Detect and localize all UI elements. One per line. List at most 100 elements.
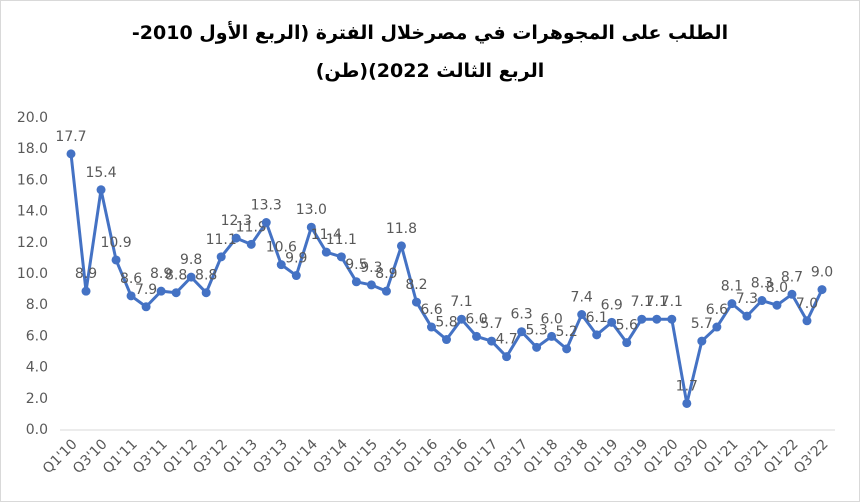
data-point bbox=[216, 252, 226, 262]
data-point bbox=[487, 336, 497, 346]
chart-title: الطلب على المجوهرات في مصرخلال الفترة (ا… bbox=[131, 22, 729, 82]
data-point bbox=[667, 314, 677, 324]
data-label: 9.3 bbox=[360, 260, 382, 276]
y-tick-label: 6.0 bbox=[26, 328, 48, 344]
data-label: 7.1 bbox=[646, 294, 668, 310]
data-label: 8.2 bbox=[405, 277, 427, 293]
data-label: 6.0 bbox=[465, 311, 487, 327]
data-point bbox=[727, 299, 737, 309]
data-point bbox=[577, 310, 587, 320]
data-point bbox=[652, 314, 662, 324]
data-point bbox=[276, 260, 286, 270]
data-point bbox=[622, 338, 632, 348]
data-point bbox=[126, 291, 136, 301]
y-tick-label: 2.0 bbox=[26, 391, 48, 407]
data-label: 5.3 bbox=[525, 322, 547, 338]
data-label: 8.3 bbox=[751, 276, 773, 292]
data-point bbox=[772, 300, 782, 310]
data-point bbox=[231, 233, 241, 243]
data-label: 8.9 bbox=[375, 266, 397, 282]
data-label: 5.7 bbox=[480, 316, 502, 332]
data-label: 7.0 bbox=[796, 296, 818, 312]
data-point bbox=[396, 241, 406, 251]
data-point bbox=[156, 286, 166, 296]
data-point bbox=[96, 185, 106, 195]
data-label: 9.5 bbox=[345, 257, 367, 273]
data-point bbox=[321, 247, 331, 257]
data-label: 11.9 bbox=[236, 219, 267, 235]
data-point bbox=[472, 331, 482, 341]
data-point bbox=[426, 322, 436, 332]
data-label: 7.9 bbox=[135, 282, 157, 298]
data-label: 8.9 bbox=[150, 266, 172, 282]
data-label: 10.9 bbox=[100, 235, 131, 251]
data-point bbox=[66, 149, 76, 159]
data-point bbox=[141, 302, 151, 312]
data-point bbox=[306, 222, 316, 232]
data-point bbox=[81, 286, 91, 296]
data-label: 8.0 bbox=[766, 280, 788, 296]
data-point bbox=[562, 344, 572, 354]
data-label: 11.1 bbox=[326, 232, 357, 248]
data-label: 5.7 bbox=[691, 316, 713, 332]
data-label: 9.0 bbox=[811, 265, 833, 281]
data-point bbox=[817, 285, 827, 295]
data-label: 4.7 bbox=[495, 332, 517, 348]
data-label: 13.0 bbox=[296, 202, 327, 218]
y-tick-label: 18.0 bbox=[17, 141, 48, 157]
data-label: 8.7 bbox=[781, 269, 803, 285]
data-point bbox=[802, 316, 812, 326]
data-label: 5.8 bbox=[435, 315, 457, 331]
data-label: 7.1 bbox=[450, 294, 472, 310]
data-label: 11.8 bbox=[386, 221, 417, 237]
data-label: 7.1 bbox=[661, 294, 683, 310]
data-point bbox=[532, 342, 542, 352]
data-point bbox=[742, 311, 752, 321]
data-label: 13.3 bbox=[251, 198, 282, 214]
data-label: 7.1 bbox=[631, 294, 653, 310]
data-label: 1.7 bbox=[676, 378, 698, 394]
data-point bbox=[592, 330, 602, 340]
data-label: 11.4 bbox=[311, 227, 342, 243]
data-label: 7.4 bbox=[571, 290, 593, 306]
data-point bbox=[712, 322, 722, 332]
data-point bbox=[697, 336, 707, 346]
data-label: 7.3 bbox=[736, 291, 758, 307]
data-point bbox=[517, 327, 527, 337]
x-tick-label: Q3'22 bbox=[791, 436, 832, 477]
data-label: 12.3 bbox=[221, 213, 252, 229]
data-point bbox=[351, 277, 361, 287]
data-label: 15.4 bbox=[85, 165, 116, 181]
data-label: 6.3 bbox=[510, 307, 532, 323]
data-point bbox=[547, 331, 557, 341]
data-point bbox=[682, 398, 692, 408]
data-label: 6.9 bbox=[601, 297, 623, 313]
data-point bbox=[186, 272, 196, 282]
data-point bbox=[637, 314, 647, 324]
data-label: 5.2 bbox=[556, 324, 578, 340]
y-tick-label: 4.0 bbox=[26, 360, 48, 376]
y-tick-label: 8.0 bbox=[26, 297, 48, 313]
data-label: 6.1 bbox=[586, 310, 608, 326]
y-tick-label: 20.0 bbox=[17, 110, 48, 126]
data-label: 6.6 bbox=[420, 302, 442, 318]
data-point bbox=[381, 286, 391, 296]
y-tick-label: 0.0 bbox=[26, 422, 48, 438]
y-tick-label: 16.0 bbox=[17, 172, 48, 188]
data-point bbox=[607, 317, 617, 327]
data-point bbox=[457, 314, 467, 324]
y-tick-label: 14.0 bbox=[17, 204, 48, 220]
data-label: 9.8 bbox=[180, 252, 202, 268]
data-label: 8.6 bbox=[120, 271, 142, 287]
data-point bbox=[442, 335, 451, 345]
data-label: 8.8 bbox=[165, 268, 187, 284]
data-point bbox=[757, 296, 767, 306]
data-point bbox=[201, 288, 211, 298]
data-point bbox=[366, 280, 376, 290]
y-tick-label: 10.0 bbox=[17, 266, 48, 282]
data-point bbox=[261, 218, 271, 228]
data-label: 9.9 bbox=[285, 251, 307, 267]
data-point bbox=[502, 352, 512, 362]
data-label: 6.0 bbox=[541, 311, 563, 327]
